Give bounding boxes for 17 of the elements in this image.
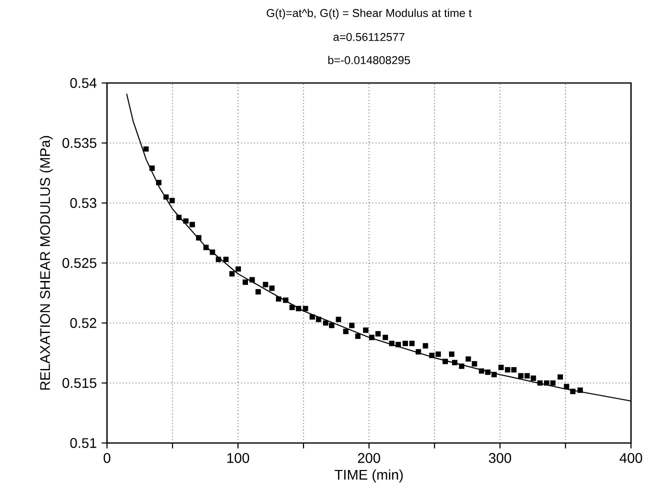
y-tick-label: 0.515 — [62, 378, 96, 388]
x-tick-label: 0 — [104, 453, 110, 463]
y-tick-label: 0.53 — [70, 198, 96, 208]
x-tick-label: 100 — [227, 453, 250, 463]
text: b=-0.014808295 — [328, 56, 410, 64]
y-axis-title: RELAXATION SHEAR MODULUS (MPa) — [40, 136, 53, 390]
chart-title: G(t)=at^b, G(t) = Shear Modulus at time t — [266, 8, 472, 20]
x-tick-label: 400 — [620, 453, 642, 463]
chart-subtitle: a=0.56112577 — [334, 32, 404, 42]
y-tick-label: 0.535 — [62, 138, 96, 148]
x-tick-label: 200 — [358, 453, 380, 463]
x-axis-title: TIME (min) — [334, 469, 403, 482]
y-tick-label: 0.52 — [70, 318, 96, 328]
y-tick-label: 0.525 — [62, 258, 96, 268]
y-tick-label: 0.51 — [70, 438, 96, 448]
x-tick-label: 300 — [488, 453, 512, 463]
y-tick-label: 0.54 — [70, 78, 97, 88]
